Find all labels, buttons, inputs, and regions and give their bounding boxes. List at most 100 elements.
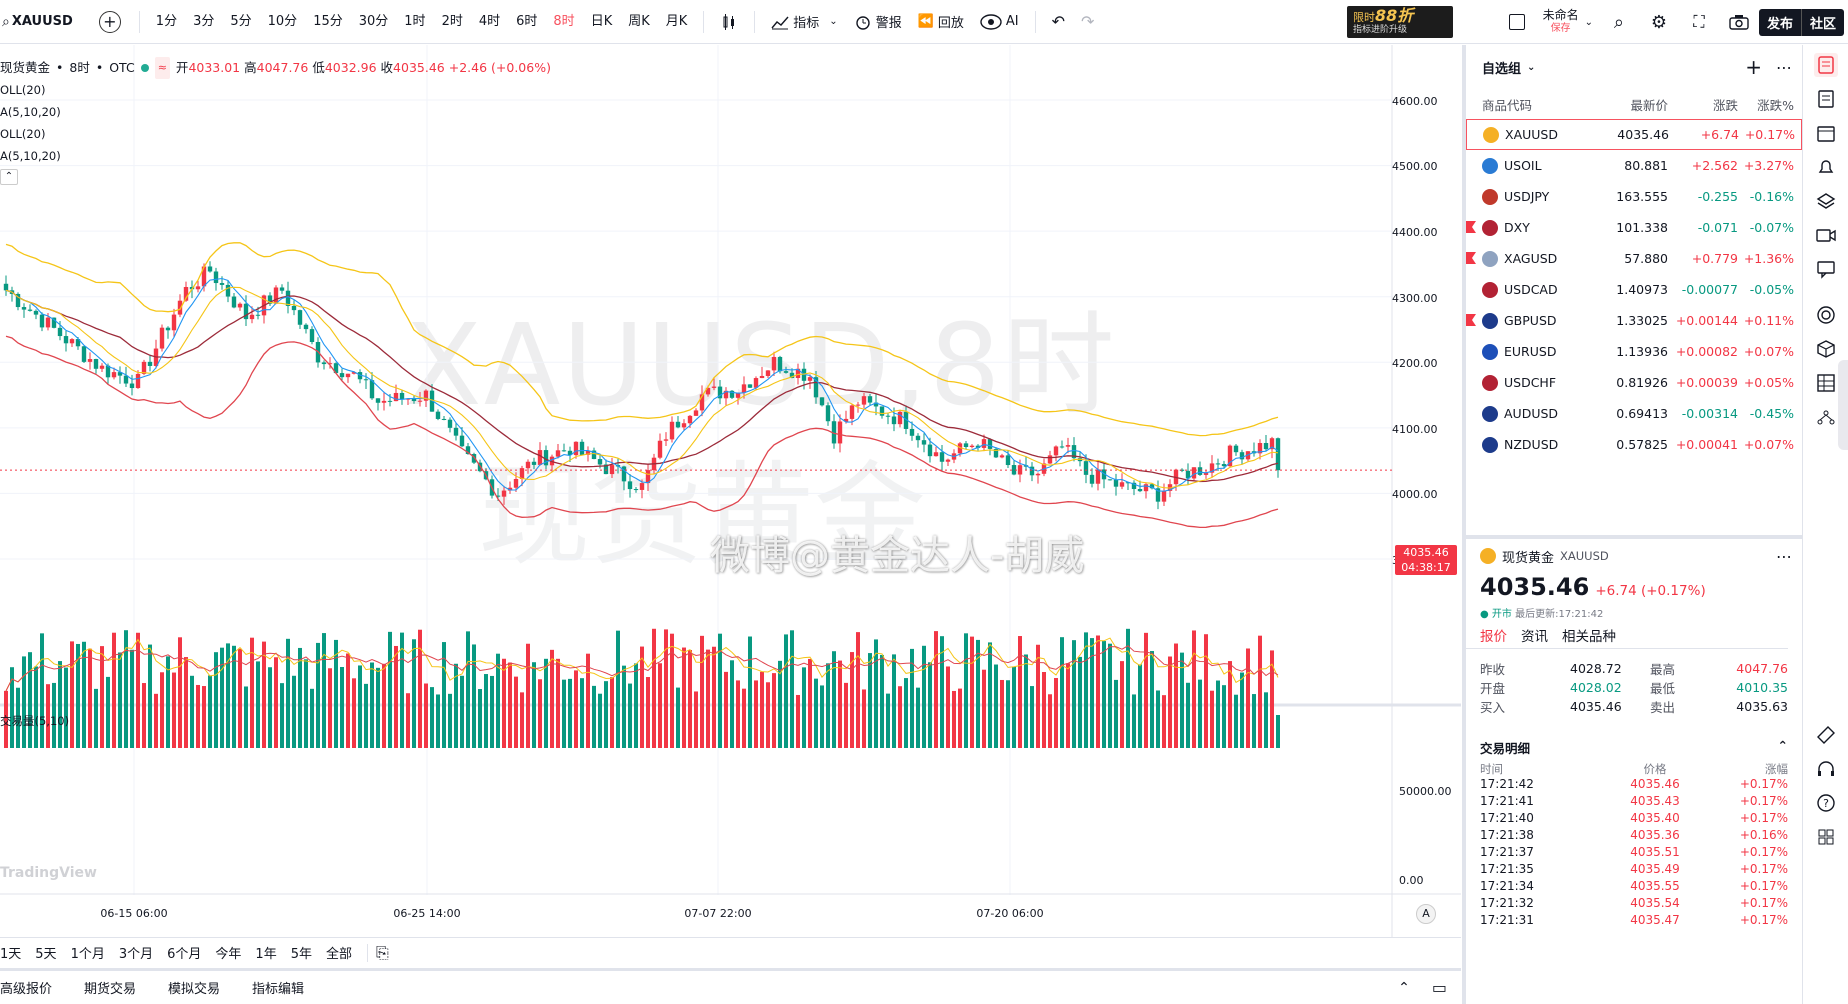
tree-icon[interactable] [1814,405,1838,429]
sidebar-resize-handle[interactable] [1838,360,1848,450]
footer-tab-1[interactable]: 期货交易 [84,982,137,997]
range-8[interactable]: 全部 [325,947,352,962]
watchlist-row-usoil[interactable]: USOIL 80.881 +2.562 +3.27% [1466,150,1802,181]
layout-name[interactable]: 未命名 保存 [1543,9,1579,35]
column-last[interactable]: 最新价 [1630,97,1668,113]
timeframe-3[interactable]: 10分 [267,13,298,29]
indicator-row[interactable]: A(5,10,20) [0,105,61,119]
watchlist-row-dxy[interactable]: DXY 101.338 -0.071 -0.07% [1466,212,1802,243]
range-4[interactable]: 6个月 [167,947,202,962]
timeframe-11[interactable]: 日K [590,13,613,29]
timeframe-5[interactable]: 30分 [358,13,389,29]
range-5[interactable]: 今年 [215,947,242,962]
indicator-row[interactable]: A(5,10,20) [0,149,61,163]
footer-tab-0[interactable]: 高级报价 [0,982,53,997]
alert-button[interactable]: 警报 [846,7,910,37]
indicator-row[interactable]: OLL(20) [0,83,46,97]
watchlist-row-nzdusd[interactable]: NZDUSD 0.57825 +0.00041 +0.07% [1466,429,1802,460]
indicator-row[interactable]: OLL(20) [0,127,46,141]
range-2[interactable]: 1个月 [70,947,105,962]
watchlist-icon[interactable] [1814,53,1838,77]
timeframe-8[interactable]: 4时 [478,13,501,29]
calendar-icon[interactable] [1814,121,1838,145]
tradingview-logo[interactable]: TradingView [0,865,97,881]
timeframe-4[interactable]: 15分 [313,13,343,29]
indicators-button[interactable]: 指标 ⌄ [763,7,845,37]
timeframe-9[interactable]: 6时 [516,13,538,29]
flag-icon[interactable] [1466,221,1476,233]
help-icon[interactable]: ? [1814,791,1838,815]
watchlist-title[interactable]: 自选组 [1482,61,1522,77]
ai-button[interactable]: AI [972,7,1027,37]
column-change[interactable]: 涨跌 [1712,97,1738,113]
timeframe-7[interactable]: 2时 [441,13,463,29]
more-icon[interactable]: ⋯ [1776,57,1792,77]
range-3[interactable]: 3个月 [118,947,154,962]
tab-related[interactable]: 相关品种 [1562,628,1616,645]
community-button[interactable]: 社区 [1800,8,1844,36]
flag-icon[interactable] [1466,314,1476,326]
timeframe-12[interactable]: 周K [628,13,650,29]
target-icon[interactable] [1814,303,1838,327]
ruler-icon[interactable] [1814,723,1838,747]
chevron-up-icon[interactable]: ⌃ [1398,979,1410,996]
replay-button[interactable]: ⏪ 回放 [910,7,972,37]
column-symbol[interactable]: 商品代码 [1482,97,1533,113]
date-range-icon[interactable]: ⎘ [376,942,389,962]
watchlist-row-usdchf[interactable]: USDCHF 0.81926 +0.00039 +0.05% [1466,367,1802,398]
auto-scale-button[interactable]: A [1416,904,1436,924]
layout-button[interactable] [1497,0,1537,44]
more-icon[interactable]: ⋯ [1776,546,1792,566]
collapse-legend-button[interactable]: ⌃ [0,169,18,185]
watchlist-row-gbpusd[interactable]: GBPUSD 1.33025 +0.00144 +0.11% [1466,305,1802,336]
promo-banner[interactable]: 限时88折 指标进阶升级 [1347,6,1453,38]
range-7[interactable]: 5年 [290,947,312,962]
chart-type-button[interactable] [712,7,746,37]
news-icon[interactable] [1814,87,1838,111]
timeframe-6[interactable]: 1时 [404,13,426,29]
chart-area[interactable]: XAUUSD,8时 现货黄金 微博@黄金达人-胡威 现货黄金 • 8时 • OT… [0,45,1461,937]
chat-icon[interactable] [1814,257,1838,281]
symbol-search[interactable]: ⌕ XAUUSD + [0,0,131,44]
table-icon[interactable] [1814,371,1838,395]
redo-button[interactable]: ↷ [1073,7,1102,37]
price-chart[interactable] [0,45,1461,937]
column-change-pct[interactable]: 涨跌% [1757,97,1794,113]
cube-icon[interactable] [1814,337,1838,361]
watchlist-row-usdcad[interactable]: USDCAD 1.40973 -0.00077 -0.05% [1466,274,1802,305]
grid-icon[interactable] [1814,825,1838,849]
publish-button[interactable]: 发布 [1758,8,1801,36]
chevron-up-icon[interactable]: ⌃ [1777,738,1788,753]
quick-search-button[interactable]: ⌕ [1599,0,1639,44]
undo-button[interactable]: ↶ [1044,7,1073,37]
footer-tab-3[interactable]: 指标编辑 [252,982,305,997]
chevron-down-icon[interactable]: ⌄ [1527,61,1536,73]
maximize-icon[interactable]: ▭ [1431,978,1447,997]
video-icon[interactable] [1814,223,1838,247]
watchlist-row-audusd[interactable]: AUDUSD 0.69413 -0.00314 -0.45% [1466,398,1802,429]
flag-icon[interactable] [1466,252,1476,264]
timeframe-0[interactable]: 1分 [155,13,178,29]
watchlist-row-xagusd[interactable]: XAGUSD 57.880 +0.779 +1.36% [1466,243,1802,274]
tab-quote[interactable]: 报价 [1480,628,1507,645]
legend-symbol-name[interactable]: 现货黄金 [0,60,51,75]
range-0[interactable]: 1天 [0,947,22,962]
bell-icon[interactable] [1814,155,1838,179]
snapshot-button[interactable] [1719,0,1759,44]
footer-tab-2[interactable]: 模拟交易 [168,982,221,997]
fullscreen-button[interactable]: ⛶ [1679,0,1719,44]
range-1[interactable]: 5天 [35,947,57,962]
add-icon[interactable]: + [1745,55,1762,79]
settings-button[interactable]: ⚙ [1639,0,1679,44]
watchlist-row-usdjpy[interactable]: USDJPY 163.555 -0.255 -0.16% [1466,181,1802,212]
range-6[interactable]: 1年 [255,947,277,962]
volume-legend[interactable]: 交易量(5,10) [0,714,70,728]
layers-icon[interactable] [1814,189,1838,213]
tab-news[interactable]: 资讯 [1521,628,1548,645]
timeframe-10[interactable]: 8时 [553,13,575,29]
chevron-down-icon[interactable]: ⌄ [1584,16,1593,28]
timeframe-1[interactable]: 3分 [193,13,215,29]
watchlist-row-eurusd[interactable]: EURUSD 1.13936 +0.00082 +0.07% [1466,336,1802,367]
watchlist-row-xauusd[interactable]: XAUUSD 4035.46 +6.74 +0.17% [1466,119,1802,150]
timeframe-2[interactable]: 5分 [230,13,252,29]
